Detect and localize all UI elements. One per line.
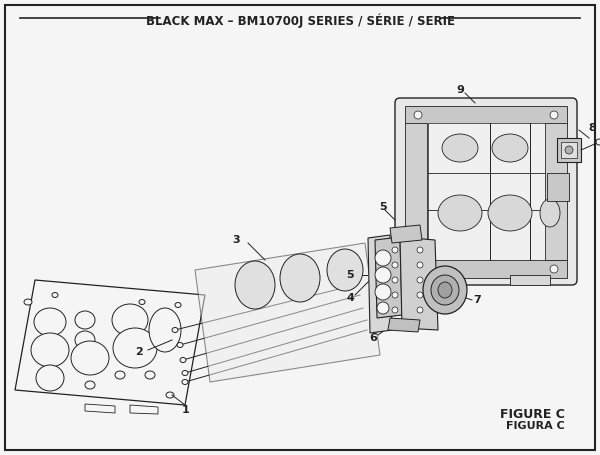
- Polygon shape: [375, 237, 402, 318]
- Ellipse shape: [375, 250, 391, 266]
- Bar: [510, 275, 550, 285]
- Text: 6: 6: [369, 333, 377, 343]
- Ellipse shape: [145, 371, 155, 379]
- Ellipse shape: [417, 277, 423, 283]
- Ellipse shape: [540, 199, 560, 227]
- Bar: [405, 123, 427, 260]
- Ellipse shape: [24, 299, 32, 305]
- Text: 9: 9: [456, 85, 464, 95]
- Polygon shape: [388, 318, 420, 332]
- Ellipse shape: [149, 308, 181, 352]
- Ellipse shape: [34, 308, 66, 336]
- Ellipse shape: [414, 111, 422, 119]
- Ellipse shape: [596, 139, 600, 145]
- Bar: [428, 123, 545, 260]
- Ellipse shape: [438, 282, 452, 298]
- Text: 5: 5: [346, 270, 354, 280]
- Ellipse shape: [112, 304, 148, 336]
- Ellipse shape: [280, 254, 320, 302]
- Ellipse shape: [139, 299, 145, 304]
- Ellipse shape: [71, 341, 109, 375]
- Ellipse shape: [75, 311, 95, 329]
- Bar: [420, 275, 460, 285]
- FancyBboxPatch shape: [395, 98, 577, 285]
- Ellipse shape: [392, 262, 398, 268]
- Text: 4: 4: [346, 293, 354, 303]
- Bar: [561, 142, 577, 158]
- Ellipse shape: [565, 146, 573, 154]
- Ellipse shape: [113, 328, 157, 368]
- Ellipse shape: [175, 303, 181, 308]
- Text: 3: 3: [232, 235, 240, 245]
- Ellipse shape: [75, 331, 95, 349]
- Text: 8: 8: [588, 123, 596, 133]
- Polygon shape: [390, 225, 422, 243]
- Ellipse shape: [36, 365, 64, 391]
- Ellipse shape: [182, 379, 188, 384]
- Ellipse shape: [488, 195, 532, 231]
- Bar: [557, 138, 581, 162]
- Ellipse shape: [417, 292, 423, 298]
- Text: 2: 2: [135, 347, 143, 357]
- Ellipse shape: [177, 343, 183, 348]
- Ellipse shape: [438, 195, 482, 231]
- Text: FIGURE C: FIGURE C: [500, 408, 565, 421]
- Polygon shape: [15, 280, 205, 405]
- Ellipse shape: [417, 247, 423, 253]
- Polygon shape: [85, 404, 115, 413]
- Ellipse shape: [392, 277, 398, 283]
- Ellipse shape: [85, 381, 95, 389]
- Ellipse shape: [431, 275, 459, 305]
- Bar: [400, 103, 572, 280]
- Ellipse shape: [550, 265, 558, 273]
- Ellipse shape: [180, 358, 186, 363]
- Polygon shape: [130, 405, 158, 414]
- Ellipse shape: [327, 249, 363, 291]
- Text: 7: 7: [473, 295, 481, 305]
- Polygon shape: [195, 243, 380, 382]
- Ellipse shape: [414, 265, 422, 273]
- Ellipse shape: [423, 266, 467, 314]
- Text: 5: 5: [379, 202, 387, 212]
- Ellipse shape: [182, 370, 188, 375]
- Bar: [405, 260, 567, 278]
- Ellipse shape: [375, 267, 391, 283]
- Ellipse shape: [392, 307, 398, 313]
- Ellipse shape: [52, 293, 58, 298]
- Bar: [405, 106, 567, 124]
- FancyBboxPatch shape: [5, 5, 595, 450]
- Ellipse shape: [172, 328, 178, 333]
- Bar: [547, 173, 569, 201]
- Bar: [545, 123, 567, 260]
- Text: 1: 1: [182, 405, 190, 415]
- Polygon shape: [400, 237, 438, 330]
- Ellipse shape: [550, 111, 558, 119]
- Text: FIGURA C: FIGURA C: [506, 421, 565, 431]
- Ellipse shape: [392, 247, 398, 253]
- Ellipse shape: [31, 333, 69, 367]
- Ellipse shape: [375, 284, 391, 300]
- Ellipse shape: [115, 371, 125, 379]
- Text: BLACK MAX – BM10700J SERIES / SÉRIE / SERIE: BLACK MAX – BM10700J SERIES / SÉRIE / SE…: [146, 14, 455, 29]
- Ellipse shape: [392, 292, 398, 298]
- Ellipse shape: [377, 302, 389, 314]
- Ellipse shape: [166, 392, 174, 398]
- Ellipse shape: [235, 261, 275, 309]
- Ellipse shape: [492, 134, 528, 162]
- Ellipse shape: [417, 307, 423, 313]
- Ellipse shape: [417, 262, 423, 268]
- Polygon shape: [368, 235, 392, 333]
- Ellipse shape: [442, 134, 478, 162]
